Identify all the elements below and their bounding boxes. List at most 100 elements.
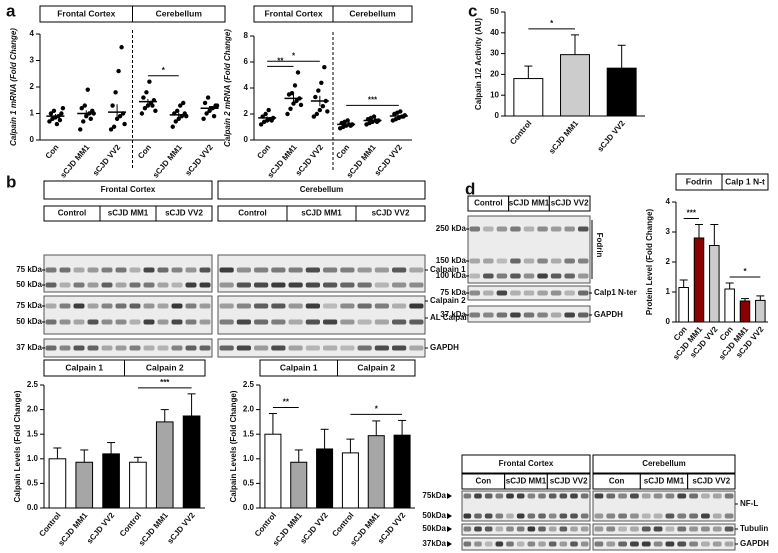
y-tick-label: 0 [30, 135, 35, 144]
blot-band [469, 273, 481, 279]
data-point [111, 124, 117, 129]
size-marker: 150 kDa [436, 256, 467, 265]
y-tick-label: 30 [490, 49, 499, 58]
blot-band [641, 526, 651, 532]
group-label: Cerebellum [156, 8, 203, 18]
blot-band [677, 493, 687, 499]
blot-band [496, 312, 508, 318]
blot-band [577, 226, 589, 232]
blot-band [469, 290, 481, 296]
blot-band [143, 267, 155, 273]
blot-band [523, 258, 535, 264]
data-point [371, 114, 377, 119]
blot-band [87, 319, 99, 325]
group-label: Control [238, 209, 266, 218]
x-tick-label: Control [330, 511, 355, 539]
blot-band [392, 319, 407, 325]
band-label: Calpain 1 [430, 265, 466, 274]
data-point [108, 127, 114, 132]
blot-band [305, 345, 320, 351]
data-point [139, 111, 145, 116]
blot-band [689, 493, 698, 499]
size-marker: 50 kDa [16, 280, 42, 289]
blot-band [185, 303, 197, 309]
marker-arrow [447, 526, 452, 532]
size-marker: 75 kDa [16, 265, 42, 274]
panel-letter: d [465, 179, 475, 198]
blot-band [516, 526, 525, 532]
blot-band [665, 493, 675, 499]
blot-strip [461, 490, 591, 522]
blot-band [550, 312, 562, 318]
blot-header: Frontal Cortex [101, 185, 156, 194]
blot-band [537, 258, 548, 264]
marker-arrow [447, 513, 452, 519]
blot-strip [592, 490, 736, 522]
blot-band [510, 290, 521, 296]
blot-band [219, 303, 234, 309]
blot-strip [461, 523, 591, 536]
blot-band [564, 290, 575, 296]
x-tick-label: sCJD VV2 [596, 118, 628, 153]
x-tick-label: Control [508, 119, 533, 147]
x-tick-label: Control [253, 511, 278, 539]
blot-band [506, 526, 514, 532]
y-tick-label: 8 [244, 31, 249, 40]
blot-band [594, 526, 604, 532]
blot-band [538, 526, 546, 532]
group-label: Con [476, 477, 492, 486]
data-point [116, 68, 121, 74]
bar [678, 287, 689, 323]
blot-band [254, 267, 269, 273]
blot-band [87, 345, 99, 351]
group-label: Calpain 2 [146, 362, 184, 372]
blot-band [618, 493, 627, 499]
data-point [88, 116, 93, 122]
blot-band [392, 282, 407, 288]
blot-band [580, 493, 589, 499]
data-point [211, 113, 217, 119]
y-tick-label: 3 [30, 56, 35, 65]
blot-band [665, 526, 675, 532]
band-label: Tubulin [740, 524, 768, 533]
blot-header: Cerebellum [300, 185, 344, 194]
group-box [687, 473, 736, 490]
data-point [314, 111, 320, 117]
blot-band [129, 303, 141, 309]
blot-band [115, 282, 127, 288]
data-point [142, 106, 148, 111]
data-point [319, 80, 324, 86]
blot-band [143, 303, 155, 309]
blot-band [677, 526, 687, 532]
blot-band [712, 541, 722, 547]
group-box [721, 173, 769, 191]
blot-band [527, 526, 536, 532]
blot-band [236, 303, 251, 309]
blot-band [537, 312, 548, 318]
blot-band [606, 493, 616, 499]
blot-band [288, 319, 303, 325]
blot-band [115, 303, 127, 309]
blot-band [59, 267, 71, 273]
blot-band [550, 258, 562, 264]
blot-band [474, 513, 482, 519]
size-marker: 50 kDa [16, 317, 42, 326]
y-tick-label: 50 [490, 7, 499, 16]
x-tick-label: sCJD VV2 [373, 142, 405, 177]
blot-band [219, 267, 234, 273]
blot-band [115, 345, 127, 351]
blot-band [559, 513, 568, 519]
y-tick-label: 1.5 [27, 429, 39, 438]
blot-band [483, 290, 494, 296]
data-point [288, 106, 293, 112]
blot-band [641, 513, 651, 519]
blot-band [630, 513, 639, 519]
blot-band [577, 258, 589, 264]
group-box [124, 359, 206, 377]
y-tick-label: 0.5 [243, 479, 255, 488]
data-point [320, 104, 326, 109]
group-label: Frontal Cortex [264, 8, 322, 18]
blot-band [484, 541, 493, 547]
blot-band [548, 493, 557, 499]
